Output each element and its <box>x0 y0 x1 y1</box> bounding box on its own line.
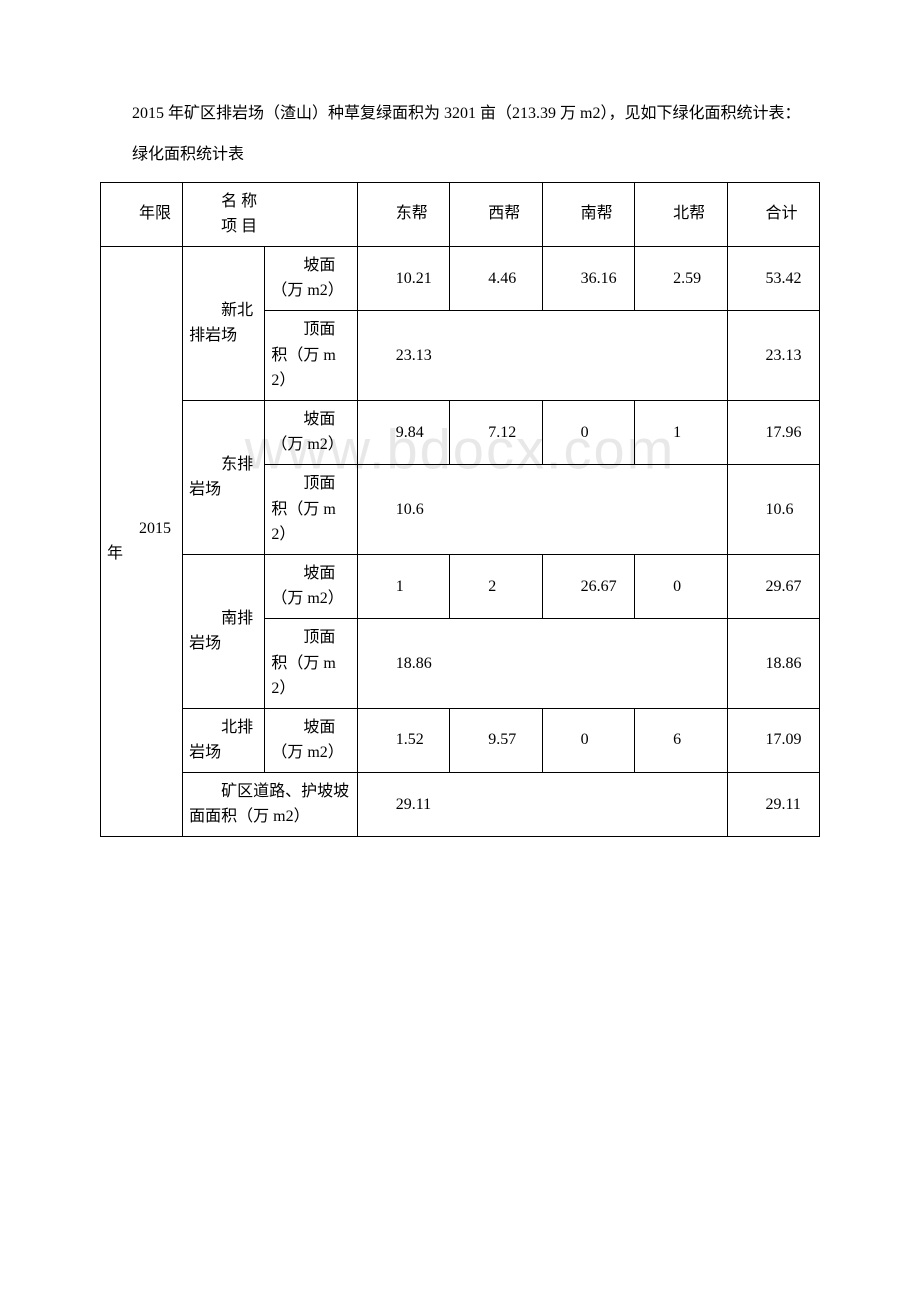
table-row: 矿区道路、护坡坡面面积（万 m2） 29.11 29.11 <box>101 772 820 836</box>
cell-site-dong: 东排岩场 <box>183 400 265 554</box>
cell-nan-slope-total: 29.67 <box>727 554 819 618</box>
header-south: 南帮 <box>542 182 634 246</box>
cell-road-label: 矿区道路、护坡坡面面积（万 m2） <box>183 772 358 836</box>
cell-dong-slope-south: 0 <box>542 400 634 464</box>
cell-bei-slope-west: 9.57 <box>450 708 542 772</box>
cell-dong-slope-label: 坡面（万 m2） <box>265 400 357 464</box>
cell-nan-slope-north: 0 <box>635 554 727 618</box>
greening-area-table: 年限 名 称 项 目 东帮 西帮 南帮 北帮 合计 2015 年 新北排岩场 坡… <box>100 182 820 837</box>
cell-dong-top-merged: 10.6 <box>357 464 727 554</box>
cell-site-bei: 北排岩场 <box>183 708 265 772</box>
header-west: 西帮 <box>450 182 542 246</box>
cell-nan-top-total: 18.86 <box>727 618 819 708</box>
cell-bei-slope-east: 1.52 <box>357 708 449 772</box>
cell-xinbei-top-label: 顶面积（万 m2） <box>265 310 357 400</box>
cell-bei-slope-label: 坡面（万 m2） <box>265 708 357 772</box>
cell-nan-top-label: 顶面积（万 m2） <box>265 618 357 708</box>
cell-road-total: 29.11 <box>727 772 819 836</box>
table-row: 2015 年 新北排岩场 坡面（万 m2） 10.21 4.46 36.16 2… <box>101 246 820 310</box>
cell-site-nan: 南排岩场 <box>183 554 265 708</box>
cell-site-xinbei: 新北排岩场 <box>183 246 265 400</box>
cell-nan-slope-west: 2 <box>450 554 542 618</box>
header-east: 东帮 <box>357 182 449 246</box>
table-row: 南排岩场 坡面（万 m2） 1 2 26.67 0 29.67 <box>101 554 820 618</box>
header-north: 北帮 <box>635 182 727 246</box>
cell-xinbei-slope-south: 36.16 <box>542 246 634 310</box>
cell-bei-slope-total: 17.09 <box>727 708 819 772</box>
cell-dong-slope-north: 1 <box>635 400 727 464</box>
cell-xinbei-slope-east: 10.21 <box>357 246 449 310</box>
cell-xinbei-top-merged: 23.13 <box>357 310 727 400</box>
cell-dong-slope-east: 9.84 <box>357 400 449 464</box>
cell-xinbei-slope-north: 2.59 <box>635 246 727 310</box>
cell-bei-slope-south: 0 <box>542 708 634 772</box>
cell-road-merged: 29.11 <box>357 772 727 836</box>
cell-dong-top-label: 顶面积（万 m2） <box>265 464 357 554</box>
cell-xinbei-slope-total: 53.42 <box>727 246 819 310</box>
cell-nan-slope-south: 26.67 <box>542 554 634 618</box>
cell-year-label: 2015 年 <box>101 246 183 836</box>
header-total: 合计 <box>727 182 819 246</box>
cell-nan-slope-east: 1 <box>357 554 449 618</box>
header-year-limit: 年限 <box>101 182 183 246</box>
header-name-line1: 名 称 <box>189 189 351 215</box>
cell-xinbei-slope-west: 4.46 <box>450 246 542 310</box>
cell-nan-slope-label: 坡面（万 m2） <box>265 554 357 618</box>
header-name-line2: 项 目 <box>189 214 351 240</box>
cell-xinbei-slope-label: 坡面（万 m2） <box>265 246 357 310</box>
table-row: 东排岩场 坡面（万 m2） 9.84 7.12 0 1 17.96 <box>101 400 820 464</box>
intro-paragraph: 2015 年矿区排岩场（渣山）种草复绿面积为 3201 亩（213.39 万 m… <box>100 100 820 129</box>
cell-dong-slope-total: 17.96 <box>727 400 819 464</box>
header-name-project: 名 称 项 目 <box>183 182 358 246</box>
cell-dong-slope-west: 7.12 <box>450 400 542 464</box>
table-header-row: 年限 名 称 项 目 东帮 西帮 南帮 北帮 合计 <box>101 182 820 246</box>
table-row: 北排岩场 坡面（万 m2） 1.52 9.57 0 6 17.09 <box>101 708 820 772</box>
cell-nan-top-merged: 18.86 <box>357 618 727 708</box>
cell-xinbei-top-total: 23.13 <box>727 310 819 400</box>
cell-bei-slope-north: 6 <box>635 708 727 772</box>
cell-dong-top-total: 10.6 <box>727 464 819 554</box>
table-caption: 绿化面积统计表 <box>100 141 820 170</box>
